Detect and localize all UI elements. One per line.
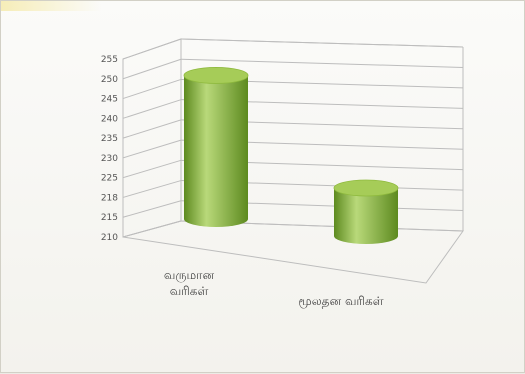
y-tick-label: 215 [101, 213, 118, 223]
gridline-side [122, 200, 182, 218]
x-axis: வருமான வரிகள் மூலதன வரிகள் [164, 268, 384, 309]
chart-walls [122, 38, 464, 284]
y-tick-label: 225 [101, 174, 118, 184]
x-category-line: வரிகள் [170, 284, 209, 298]
x-category-line: மூலதன வரிகள் [298, 294, 383, 309]
gridline-side [122, 78, 182, 100]
gridline-side [122, 99, 182, 119]
gridline-side [122, 38, 182, 60]
y-tick-label: 230 [101, 154, 118, 164]
y-tick-label: 245 [101, 95, 118, 105]
gridline-side [122, 159, 182, 179]
corner-accent [1, 1, 101, 11]
gridline-side [122, 220, 182, 238]
gridline-back [180, 58, 464, 68]
y-tick-label: 218 [101, 193, 118, 203]
y-tick-label: 240 [101, 114, 118, 124]
x-category-line: வருமான [164, 268, 215, 283]
y-tick-label: 235 [101, 134, 118, 144]
x-category-label: மூலதன வரிகள் [298, 294, 383, 309]
gridline-side [122, 58, 182, 80]
gridline-back [180, 38, 464, 48]
x-category-label: வருமான வரிகள் [164, 268, 215, 298]
gridlines [122, 38, 464, 238]
bar-top [333, 179, 399, 197]
bar [333, 179, 399, 244]
gridline-side [122, 180, 182, 198]
y-tick-label: 250 [101, 75, 118, 85]
y-tick-label: 210 [101, 233, 118, 243]
bar [183, 67, 249, 227]
bar-top [183, 67, 249, 84]
bar-body [334, 188, 398, 244]
gridline-side [122, 139, 182, 159]
bars [183, 67, 399, 244]
y-axis: 210 215 218 225 230 235 240 245 250 255 [101, 55, 118, 243]
y-tick-label: 255 [101, 55, 118, 65]
bar-body [184, 75, 248, 227]
gridline-side [122, 119, 182, 139]
